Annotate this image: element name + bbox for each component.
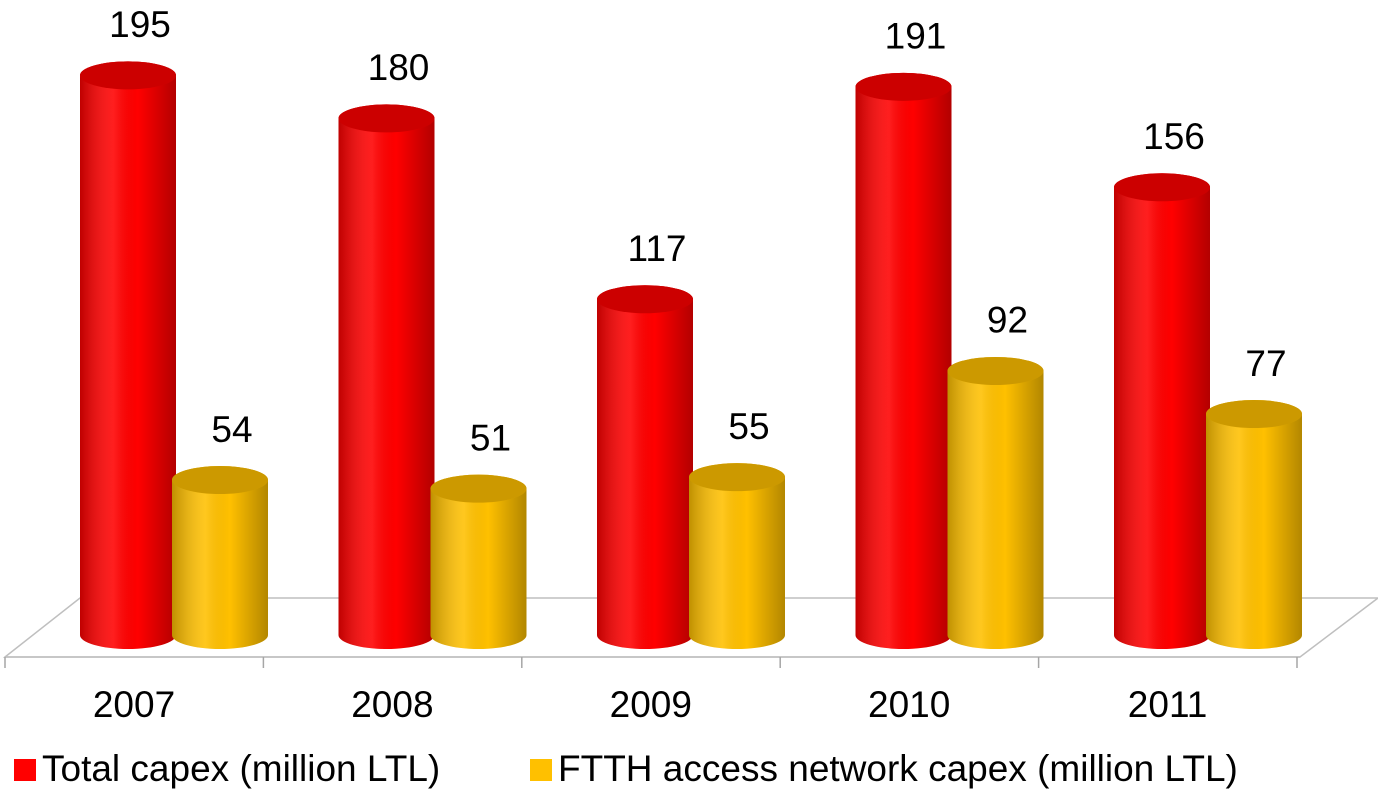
floor <box>2 597 1378 658</box>
cylinder-top <box>689 463 785 492</box>
data-label: 195 <box>109 4 171 45</box>
x-tick-label: 2009 <box>610 684 692 725</box>
data-label: 51 <box>470 417 511 458</box>
cylinder-shade <box>172 466 268 649</box>
cylinder-shade <box>689 463 785 649</box>
cylinder-top <box>947 356 1044 385</box>
cylinder-shade <box>855 72 952 649</box>
x-tick-label: 2007 <box>93 684 175 725</box>
cylinder-shade <box>597 285 693 649</box>
data-label: 92 <box>987 300 1028 341</box>
legend-swatch <box>530 759 552 781</box>
cylinder-shade <box>947 356 1044 649</box>
cylinder-shade <box>1114 173 1210 649</box>
x-tick-label: 2011 <box>1128 684 1208 725</box>
legend-label: FTTH access network capex (million LTL) <box>558 748 1238 789</box>
cylinder-shade <box>1206 400 1302 649</box>
x-tick-label: 2010 <box>868 684 950 725</box>
legend-swatch <box>14 759 36 781</box>
data-label: 55 <box>728 406 769 447</box>
cylinder-shade <box>80 61 176 650</box>
data-label: 54 <box>211 409 252 450</box>
cylinder-top-shade <box>597 285 693 314</box>
data-label: 191 <box>885 16 947 57</box>
legend-label: Total capex (million LTL) <box>42 748 440 789</box>
cylinder-top-shade <box>855 72 952 101</box>
cylinder-top-shade <box>1206 400 1302 429</box>
cylinder-top <box>1114 173 1210 202</box>
data-label: 117 <box>628 228 687 269</box>
x-tick-label: 2008 <box>351 684 433 725</box>
cylinder-top <box>430 474 527 503</box>
cylinder-top-shade <box>689 463 785 492</box>
cylinder-top-shade <box>80 61 176 90</box>
cylinder-shade <box>338 104 435 649</box>
data-label: 180 <box>368 47 430 88</box>
cylinder-top-shade <box>338 104 435 133</box>
data-label: 77 <box>1245 343 1286 384</box>
cylinder-top-shade <box>947 356 1044 385</box>
cylinder-shade <box>430 474 527 649</box>
cylinder-top <box>597 285 693 314</box>
cylinder-top-shade <box>430 474 527 503</box>
cylinder-top-shade <box>1114 173 1210 202</box>
cylinder-top <box>80 61 176 90</box>
cylinder-top-shade <box>172 466 268 495</box>
cylinder-top <box>172 466 268 495</box>
data-label: 156 <box>1143 116 1205 157</box>
cylinder-top <box>855 72 952 101</box>
cylinder-top <box>338 104 435 133</box>
cylinder-top <box>1206 400 1302 429</box>
